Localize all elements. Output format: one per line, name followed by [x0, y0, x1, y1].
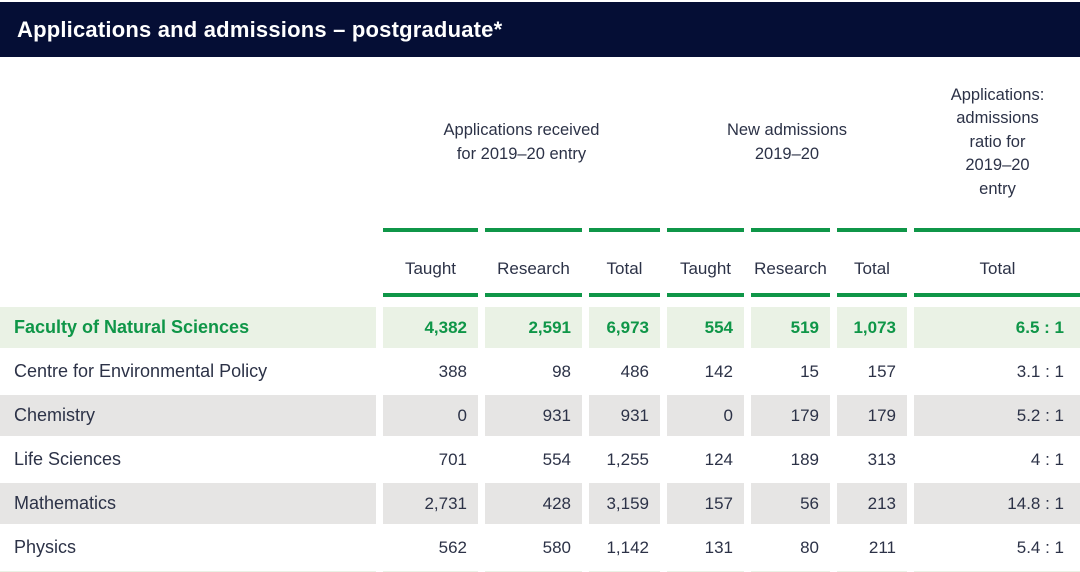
green-rule-segment	[383, 228, 478, 232]
green-rule-segment	[751, 228, 830, 232]
green-rule-segment	[837, 293, 907, 297]
column-header-taught-applications: Taught	[404, 258, 457, 278]
green-rule-segment	[914, 228, 1080, 232]
cell-ratio: 3.1 : 1	[914, 351, 1080, 392]
table-row: Mathematics 2,731 428 3,159 157 56 213 1…	[0, 483, 1080, 524]
column-header-research-admissions: Research	[754, 258, 827, 278]
cell-total-applications: 6,973	[589, 307, 660, 348]
cell-research-applications: 98	[485, 351, 582, 392]
cell-research-applications: 554	[485, 439, 582, 480]
cell-ratio: 5.4 : 1	[914, 527, 1080, 568]
green-rule-segment	[383, 293, 478, 297]
column-header-research-applications: Research	[497, 258, 570, 278]
group-header-ratio: Applications: admissions ratio for 2019–…	[950, 85, 1045, 198]
green-rule-segment	[914, 293, 1080, 297]
group-header-applications-received: Applications received for 2019–20 entry	[443, 121, 600, 163]
cell-total-admissions: 157	[837, 351, 907, 392]
cell-taught-applications: 388	[383, 351, 478, 392]
cell-taught-applications: 0	[383, 395, 478, 436]
column-header-taught-admissions: Taught	[679, 258, 732, 278]
cell-taught-applications: 4,382	[383, 307, 478, 348]
cell-research-applications: 428	[485, 483, 582, 524]
column-header-total-ratio: Total	[979, 258, 1016, 278]
cell-research-admissions: 179	[751, 395, 830, 436]
cell-research-applications: 931	[485, 395, 582, 436]
cell-total-applications: 3,159	[589, 483, 660, 524]
cell-ratio: 14.8 : 1	[914, 483, 1080, 524]
cell-ratio: 5.2 : 1	[914, 395, 1080, 436]
cell-research-admissions: 189	[751, 439, 830, 480]
green-rule-segment	[485, 228, 582, 232]
cell-total-admissions: 313	[837, 439, 907, 480]
page-title: Applications and admissions – postgradua…	[17, 16, 503, 42]
green-rule-segment	[589, 293, 660, 297]
group-header-new-admissions: New admissions 2019–20	[726, 121, 848, 163]
cell-research-admissions: 15	[751, 351, 830, 392]
cell-research-applications: 2,591	[485, 307, 582, 348]
green-rule-segment	[751, 293, 830, 297]
green-rule-segment	[837, 228, 907, 232]
table-row: Centre for Environmental Policy 388 98 4…	[0, 351, 1080, 392]
table-row: Life Sciences 701 554 1,255 124 189 313 …	[0, 439, 1080, 480]
cell-total-admissions: 1,073	[837, 307, 907, 348]
table-row: Chemistry 0 931 931 0 179 179 5.2 : 1	[0, 395, 1080, 436]
green-rule-segment	[667, 228, 744, 232]
row-label: Chemistry	[0, 395, 376, 436]
column-header-total-applications: Total	[606, 258, 643, 278]
row-label: Physics	[0, 527, 376, 568]
cell-research-admissions: 519	[751, 307, 830, 348]
cell-total-admissions: 179	[837, 395, 907, 436]
cell-taught-admissions: 124	[667, 439, 744, 480]
cell-taught-applications: 701	[383, 439, 478, 480]
cell-ratio: 6.5 : 1	[914, 307, 1080, 348]
cell-taught-admissions: 554	[667, 307, 744, 348]
cell-ratio: 4 : 1	[914, 439, 1080, 480]
cell-research-applications: 580	[485, 527, 582, 568]
title-bar: Applications and admissions – postgradua…	[0, 2, 1080, 57]
cell-research-admissions: 80	[751, 527, 830, 568]
table-row: Physics 562 580 1,142 131 80 211 5.4 : 1	[0, 527, 1080, 568]
cell-taught-applications: 2,731	[383, 483, 478, 524]
green-rule-segment	[485, 293, 582, 297]
row-label: Centre for Environmental Policy	[0, 351, 376, 392]
green-rule-segment	[589, 228, 660, 232]
table-row-faculty-total: Faculty of Natural Sciences 4,382 2,591 …	[0, 307, 1080, 348]
cell-total-applications: 486	[589, 351, 660, 392]
column-header-rule	[0, 293, 1080, 297]
cell-total-applications: 1,255	[589, 439, 660, 480]
cell-total-applications: 931	[589, 395, 660, 436]
cell-taught-admissions: 131	[667, 527, 744, 568]
row-label: Faculty of Natural Sciences	[0, 307, 376, 348]
group-header-row: Applications received for 2019–20 entry …	[0, 57, 1080, 228]
cell-taught-admissions: 0	[667, 395, 744, 436]
row-label: Life Sciences	[0, 439, 376, 480]
column-header-total-admissions: Total	[854, 258, 890, 278]
green-rule-segment	[667, 293, 744, 297]
cell-research-admissions: 56	[751, 483, 830, 524]
cell-taught-admissions: 142	[667, 351, 744, 392]
cell-taught-applications: 562	[383, 527, 478, 568]
cell-taught-admissions: 157	[667, 483, 744, 524]
column-header-row: Taught Research Total Taught Research To…	[0, 244, 1080, 293]
cell-total-applications: 1,142	[589, 527, 660, 568]
cell-total-admissions: 211	[837, 527, 907, 568]
cell-total-admissions: 213	[837, 483, 907, 524]
group-header-rule	[0, 228, 1080, 232]
row-label: Mathematics	[0, 483, 376, 524]
